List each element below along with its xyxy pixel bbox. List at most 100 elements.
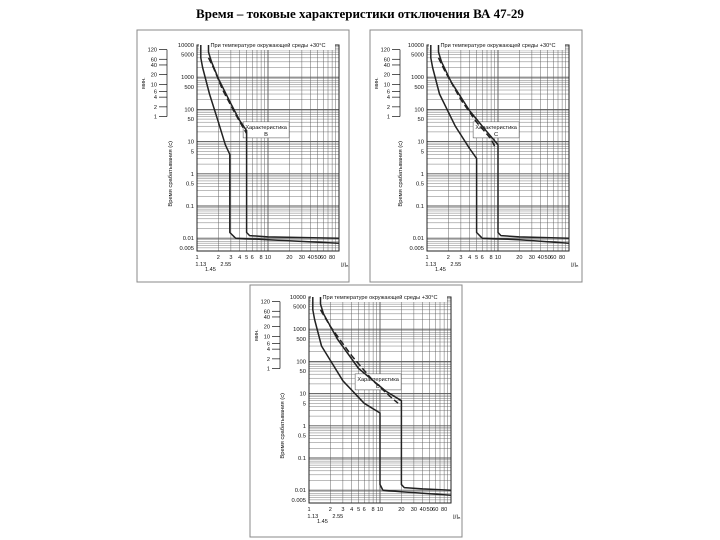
y-tick-label: 0.5	[416, 181, 424, 187]
x-tick-label: 20	[398, 507, 404, 513]
y-tick-label: 5	[303, 401, 306, 407]
x-tick-label: 6	[363, 507, 366, 513]
chart-characteristic-b: При температуре окружающей среды +30°C10…	[136, 29, 350, 283]
x-tick-label: 40	[420, 507, 426, 513]
minute-tick-label: 2	[154, 105, 157, 111]
annotation-box	[472, 121, 520, 139]
series-dashed-curve	[437, 57, 496, 147]
y-tick-label: 5	[191, 149, 194, 155]
y-tick-label: 1	[191, 172, 194, 178]
annotation-box	[242, 121, 290, 139]
x-tick-label: 40	[308, 255, 314, 261]
x-tick-label: 3	[229, 255, 232, 261]
x-tick-label: 4	[350, 507, 353, 513]
y-tick-label: 5000	[411, 53, 424, 59]
y-tick-label: 0.005	[179, 246, 194, 252]
x-tick-label: 5	[357, 507, 360, 513]
x-tick-label: 5	[475, 255, 478, 261]
minute-tick-label: 120	[148, 48, 157, 54]
x-tick-label: 2	[329, 507, 332, 513]
y-tick-label: 500	[296, 337, 306, 343]
minute-tick-label: 1	[267, 367, 270, 373]
x-tick-label: 50	[315, 255, 321, 261]
temperature-note: При температуре окружающей среды +30°C	[211, 42, 326, 49]
series-curve-2	[437, 45, 570, 239]
series-dashed-curve	[319, 309, 399, 404]
y-tick-label: 100	[184, 107, 194, 113]
y-tick-label: 10000	[178, 43, 194, 49]
x-tick-label: 5	[245, 255, 248, 261]
chart-characteristic-c: При температуре окружающей среды +30°C10…	[369, 29, 583, 283]
series-curve-2	[207, 45, 340, 239]
x-tick-label: 3	[341, 507, 344, 513]
series-curve-1	[200, 45, 340, 244]
minute-tick-label: 4	[154, 95, 157, 101]
annotation-box	[354, 373, 402, 391]
minute-tick-label: 6	[387, 89, 390, 95]
x-tick-label: 80	[559, 255, 565, 261]
minute-tick-label: 1	[154, 115, 157, 121]
y-tick-label: 10	[188, 140, 194, 146]
chart-characteristic-d: При температуре окружающей среды +30°C10…	[249, 284, 463, 538]
y-tick-label: 0.005	[409, 246, 424, 252]
x-tick-label: 3	[459, 255, 462, 261]
x-tick-label: 8	[490, 255, 493, 261]
x-tick-label: 30	[529, 255, 535, 261]
annotation-title: Характеристика	[245, 125, 287, 131]
minute-tick-label: 60	[384, 57, 390, 63]
x-tick-label: 8	[260, 255, 263, 261]
minute-tick-label: 4	[267, 347, 270, 353]
x-tick-label: 80	[441, 507, 447, 513]
note-background	[311, 292, 447, 302]
series-curve-2	[319, 297, 452, 491]
x-tick-label: 50	[427, 507, 433, 513]
x-axis-label: I/Iₙ	[341, 263, 349, 269]
minute-tick-label: 6	[267, 341, 270, 347]
y-tick-label: 5000	[293, 305, 306, 311]
temperature-note: При температуре окружающей среды +30°C	[323, 294, 438, 301]
y-tick-label: 1000	[411, 75, 424, 81]
note-background	[199, 40, 335, 50]
temperature-note: При температуре окружающей среды +30°C	[441, 42, 556, 49]
x-tick-label: 60	[432, 507, 438, 513]
note-background	[429, 40, 565, 50]
x-axis-label: I/Iₙ	[453, 515, 461, 521]
minute-tick-label: 60	[264, 309, 270, 315]
y-tick-label: 0.1	[186, 204, 194, 210]
x-tick-label: 20	[286, 255, 292, 261]
x-tick-label: 10	[495, 255, 501, 261]
y-tick-label: 0.005	[291, 498, 306, 504]
annotation-letter: C	[494, 132, 498, 138]
minute-tick-label: 10	[151, 82, 157, 88]
x-tick-label: 2	[447, 255, 450, 261]
minute-tick-label: 4	[387, 95, 390, 101]
x-tick-label: 60	[320, 255, 326, 261]
x-tick-label: 1.45	[205, 267, 216, 273]
x-tick-label: 30	[299, 255, 305, 261]
minute-tick-label: 120	[381, 48, 390, 54]
y-tick-label: 100	[296, 359, 306, 365]
y-tick-label: 0.5	[186, 181, 194, 187]
series-curve-1	[312, 297, 452, 496]
y-tick-label: 50	[188, 117, 194, 123]
y-tick-label: 5	[421, 149, 424, 155]
y-tick-label: 10	[300, 392, 306, 398]
minute-tick-label: 6	[154, 89, 157, 95]
x-tick-label: 80	[329, 255, 335, 261]
y-tick-label: 100	[414, 107, 424, 113]
minute-tick-label: 20	[264, 325, 270, 331]
minute-tick-label: 40	[151, 63, 157, 69]
x-tick-label: 1.13	[195, 262, 206, 268]
page-title: Время – токовые характеристики отключени…	[196, 6, 524, 21]
minute-tick-label: 10	[384, 82, 390, 88]
y-tick-label: 50	[300, 369, 306, 375]
minute-tick-label: 10	[264, 334, 270, 340]
x-tick-label: 60	[550, 255, 556, 261]
y-tick-label: 1000	[181, 75, 194, 81]
x-tick-label: 1	[195, 255, 198, 261]
chart-frame	[136, 29, 350, 283]
x-tick-label: 2.55	[220, 262, 231, 268]
x-tick-label: 1	[425, 255, 428, 261]
y-tick-label: 500	[184, 85, 194, 91]
